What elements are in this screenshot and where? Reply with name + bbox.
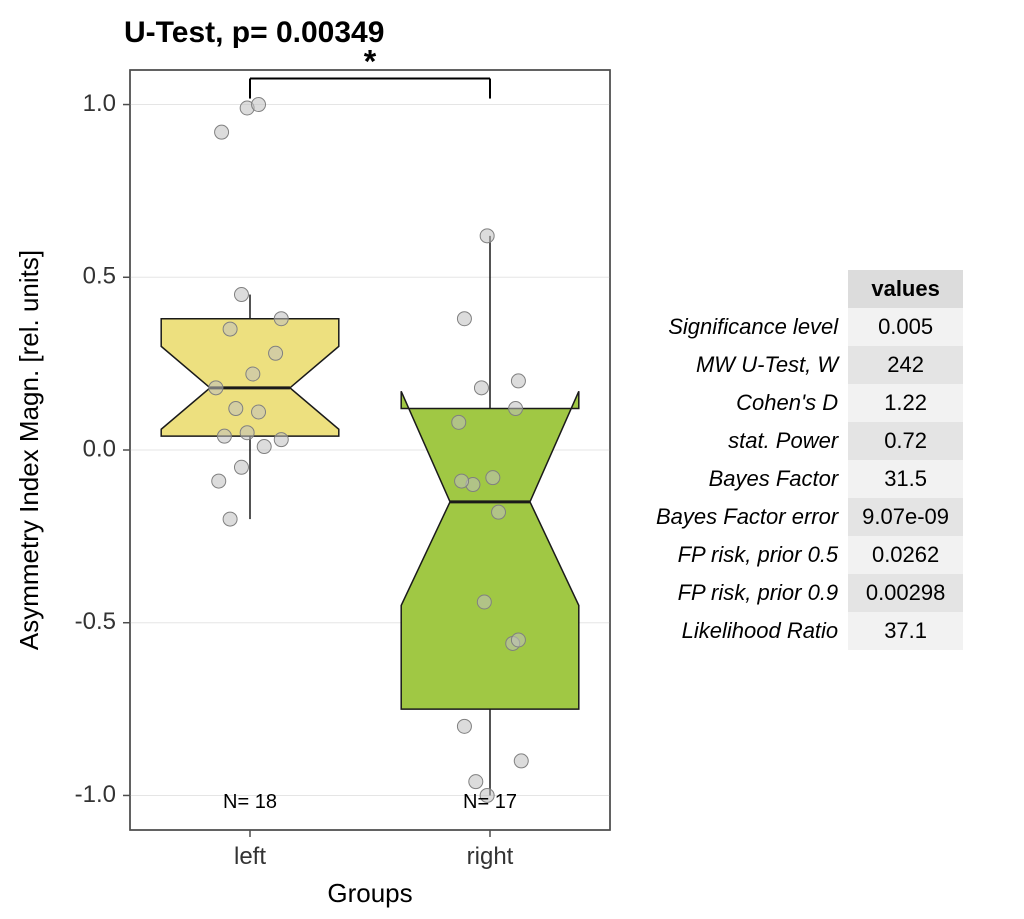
svg-text:U-Test, p= 0.00349: U-Test, p= 0.00349	[124, 16, 384, 49]
svg-text:0.5: 0.5	[83, 263, 116, 290]
svg-text:left: left	[234, 843, 266, 870]
stats-row-value: 0.005	[848, 308, 963, 346]
stats-row-label: Bayes Factor error	[650, 498, 848, 536]
stats-row-label: stat. Power	[650, 422, 848, 460]
boxplot-chart: -1.0-0.50.00.51.0leftrightN= 18N= 17*Gro…	[0, 0, 640, 919]
svg-text:Asymmetry Index Magn. [rel. un: Asymmetry Index Magn. [rel. units]	[14, 250, 44, 650]
stats-row-label: Cohen's D	[650, 384, 848, 422]
stats-table: values Significance level0.005MW U-Test,…	[640, 270, 1000, 650]
stats-row-value: 31.5	[848, 460, 963, 498]
svg-text:1.0: 1.0	[83, 90, 116, 117]
svg-text:N= 17: N= 17	[463, 791, 517, 813]
stats-row-label: MW U-Test, W	[650, 346, 848, 384]
stats-row-value: 0.00298	[848, 574, 963, 612]
stats-row-value: 242	[848, 346, 963, 384]
stats-row-label: Likelihood Ratio	[650, 612, 848, 650]
stats-header: values	[848, 270, 963, 308]
svg-text:-1.0: -1.0	[75, 781, 116, 808]
svg-text:right: right	[467, 843, 514, 870]
stats-row-value: 37.1	[848, 612, 963, 650]
stats-row-value: 9.07e-09	[848, 498, 963, 536]
svg-text:0.0: 0.0	[83, 435, 116, 462]
svg-text:N= 18: N= 18	[223, 791, 277, 813]
stats-row-label: FP risk, prior 0.9	[650, 574, 848, 612]
stats-row-label: Bayes Factor	[650, 460, 848, 498]
svg-text:Groups: Groups	[327, 878, 412, 908]
svg-text:-0.5: -0.5	[75, 608, 116, 635]
stats-row-value: 1.22	[848, 384, 963, 422]
stats-row-label: FP risk, prior 0.5	[650, 536, 848, 574]
stats-row-value: 0.72	[848, 422, 963, 460]
stats-row-label: Significance level	[650, 308, 848, 346]
stats-row-value: 0.0262	[848, 536, 963, 574]
